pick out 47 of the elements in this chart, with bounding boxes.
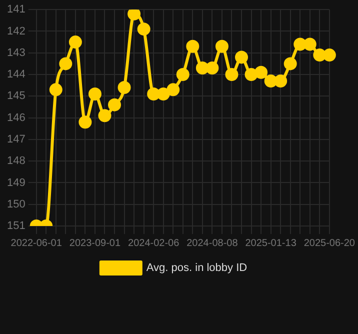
x-tick-label: 2023-09-01 xyxy=(69,238,121,249)
point xyxy=(284,57,297,70)
point xyxy=(68,36,82,49)
point xyxy=(118,81,131,94)
point xyxy=(88,87,102,100)
point xyxy=(206,62,219,75)
y-tick-label: 143 xyxy=(6,46,26,59)
y-tick-label: 150 xyxy=(6,198,26,210)
point xyxy=(215,40,228,53)
point xyxy=(264,74,278,88)
point xyxy=(186,40,200,53)
y-tick-label: 147 xyxy=(6,133,26,146)
point xyxy=(303,38,316,51)
y-tick-label: 142 xyxy=(6,25,26,38)
x-tick-label: 2024-08-08 xyxy=(186,238,238,249)
x-tick-label: 2025-06-20 xyxy=(304,238,356,249)
y-tick-label: 145 xyxy=(6,90,26,102)
point xyxy=(274,74,288,88)
point xyxy=(294,38,307,51)
point xyxy=(235,50,248,64)
y-tick-label: 146 xyxy=(6,112,26,124)
x-tick-label: 2022-06-01 xyxy=(10,238,62,249)
y-tick-label: 148 xyxy=(6,155,26,168)
x-tick-label: 2024-02-06 xyxy=(128,238,180,249)
point xyxy=(98,109,112,122)
point xyxy=(244,68,258,82)
y-tick-label: 144 xyxy=(6,68,26,81)
point xyxy=(128,10,141,20)
y-tick-label: 141 xyxy=(6,4,26,16)
y-tick-label: 149 xyxy=(6,176,26,189)
x-tick-label: 2025-01-13 xyxy=(245,238,297,249)
point xyxy=(322,48,336,62)
point xyxy=(59,57,72,70)
point xyxy=(108,98,122,112)
point xyxy=(313,48,326,62)
y-tick-label: 151 xyxy=(6,220,26,232)
point xyxy=(254,66,268,79)
point xyxy=(137,22,150,36)
point xyxy=(196,62,209,75)
point xyxy=(176,68,190,82)
point xyxy=(166,83,180,96)
point xyxy=(156,87,170,100)
point xyxy=(147,87,160,100)
point xyxy=(49,83,62,96)
point xyxy=(225,68,238,82)
point xyxy=(78,116,92,129)
legend-label: Avg. pos. in lobby ID xyxy=(146,262,248,274)
